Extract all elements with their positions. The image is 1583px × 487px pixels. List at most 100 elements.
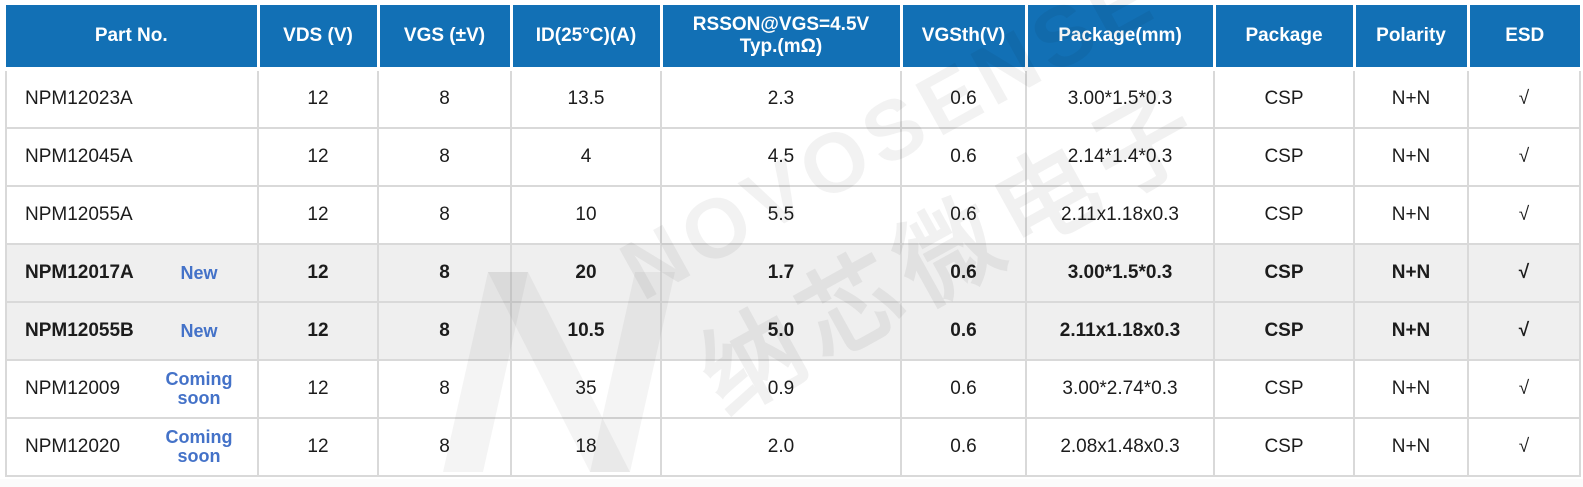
column-header-part_no: Part No. bbox=[6, 5, 260, 71]
part-cell-content: NPM12023A bbox=[7, 71, 257, 127]
table-row: NPM12045A 12 8 4 4.5 0.6 2.14*1.4*0.3 CSP N+N √ bbox=[5, 127, 1581, 187]
part-cell-content: NPM12045A bbox=[7, 129, 257, 185]
cell-package_mm: 2.11x1.18x0.3 bbox=[1025, 301, 1215, 361]
part-number: NPM12045A bbox=[25, 146, 133, 167]
cell-package_mm: 2.11x1.18x0.3 bbox=[1025, 185, 1215, 245]
header-row: Part No. VDS (V) VGS (±V) ID(25°C)(A) RSSON@… bbox=[6, 5, 1580, 71]
part-cell-content: NPM12020 Coming soon bbox=[7, 419, 257, 475]
esd-check-mark: √ bbox=[1467, 301, 1581, 361]
cell-id: 35 bbox=[510, 359, 662, 419]
part-number: NPM12017A bbox=[25, 262, 134, 283]
esd-check-mark: √ bbox=[1467, 417, 1581, 477]
cell-rsson: 0.9 bbox=[660, 359, 902, 419]
cell-polarity: N+N bbox=[1353, 185, 1469, 245]
new-badge: New bbox=[180, 320, 218, 341]
cell-vgs: 8 bbox=[377, 359, 512, 419]
cell-id: 10 bbox=[510, 185, 662, 245]
cell-id: 18 bbox=[510, 417, 662, 477]
cell-package: CSP bbox=[1213, 185, 1355, 245]
column-header-esd: ESD bbox=[1466, 5, 1580, 71]
cell-vgsth: 0.6 bbox=[900, 417, 1027, 477]
cell-id: 4 bbox=[510, 127, 662, 187]
cell-part_no: NPM12055B New bbox=[5, 301, 259, 361]
cell-vgs: 8 bbox=[377, 301, 512, 361]
cell-part_no: NPM12017A New bbox=[5, 243, 259, 303]
part-number: NPM12055B bbox=[25, 320, 134, 341]
cell-vgs: 8 bbox=[377, 185, 512, 245]
cell-polarity: N+N bbox=[1353, 417, 1469, 477]
cell-package: CSP bbox=[1213, 359, 1355, 419]
cell-vgs: 8 bbox=[377, 68, 512, 129]
cell-polarity: N+N bbox=[1353, 243, 1469, 303]
cell-rsson: 2.0 bbox=[660, 417, 902, 477]
cell-package: CSP bbox=[1213, 243, 1355, 303]
cell-part_no: NPM12020 Coming soon bbox=[5, 417, 259, 477]
cell-vds: 12 bbox=[257, 68, 379, 129]
column-header-id: ID(25°C)(A) bbox=[509, 5, 663, 71]
bottom-edge-strip bbox=[0, 479, 1583, 487]
column-header-vds: VDS (V) bbox=[256, 5, 380, 71]
esd-check-mark: √ bbox=[1467, 359, 1581, 419]
cell-package_mm: 2.08x1.48x0.3 bbox=[1025, 417, 1215, 477]
cell-vgs: 8 bbox=[377, 127, 512, 187]
table-row: NPM12017A New 12 8 20 1.7 0.6 3.00*1.5*0.3 CSP N+… bbox=[5, 243, 1581, 303]
cell-rsson: 5.0 bbox=[660, 301, 902, 361]
column-header-polarity: Polarity bbox=[1352, 5, 1470, 71]
part-cell-content: NPM12055A bbox=[7, 187, 257, 243]
cell-vds: 12 bbox=[257, 359, 379, 419]
part-cell-content: NPM12017A New bbox=[7, 245, 257, 301]
coming-soon-badge: Coming soon bbox=[165, 427, 233, 466]
table-row: NPM12055B New 12 8 10.5 5.0 0.6 2.11x1.18x0.3 CS… bbox=[5, 301, 1581, 361]
cell-vgsth: 0.6 bbox=[900, 127, 1027, 187]
part-cell-content: NPM12055B New bbox=[7, 303, 257, 359]
cell-part_no: NPM12023A bbox=[5, 68, 259, 129]
cell-vds: 12 bbox=[257, 417, 379, 477]
part-number: NPM12055A bbox=[25, 204, 133, 225]
cell-package_mm: 3.00*1.5*0.3 bbox=[1025, 68, 1215, 129]
cell-vds: 12 bbox=[257, 185, 379, 245]
new-badge: New bbox=[180, 262, 218, 283]
cell-package_mm: 2.14*1.4*0.3 bbox=[1025, 127, 1215, 187]
cell-package: CSP bbox=[1213, 68, 1355, 129]
table-row: NPM12055A 12 8 10 5.5 0.6 2.11x1.18x0.3 CSP N+N √ bbox=[5, 185, 1581, 245]
cell-vgsth: 0.6 bbox=[900, 68, 1027, 129]
column-header-package: Package bbox=[1212, 5, 1356, 71]
cell-rsson: 5.5 bbox=[660, 185, 902, 245]
cell-vgsth: 0.6 bbox=[900, 359, 1027, 419]
cell-package_mm: 3.00*1.5*0.3 bbox=[1025, 243, 1215, 303]
cell-part_no: NPM12045A bbox=[5, 127, 259, 187]
column-header-vgs: VGS (±V) bbox=[376, 5, 513, 71]
cell-id: 20 bbox=[510, 243, 662, 303]
cell-package: CSP bbox=[1213, 127, 1355, 187]
part-number: NPM12023A bbox=[25, 88, 133, 109]
cell-vgsth: 0.6 bbox=[900, 301, 1027, 361]
cell-id: 13.5 bbox=[510, 68, 662, 129]
mosfet-spec-table: Part No. VDS (V) VGS (±V) ID(25°C)(A) RSSON@… bbox=[5, 5, 1581, 477]
cell-rsson: 1.7 bbox=[660, 243, 902, 303]
table-row: NPM12009 Coming soon 12 8 35 0.9 0.6 3.00*2.74*… bbox=[5, 359, 1581, 419]
cell-package: CSP bbox=[1213, 301, 1355, 361]
column-header-rsson: RSSON@VGS=4.5V Typ.(mΩ) bbox=[659, 5, 903, 71]
cell-polarity: N+N bbox=[1353, 301, 1469, 361]
column-header-vgsth: VGSth(V) bbox=[899, 5, 1028, 71]
cell-package_mm: 3.00*2.74*0.3 bbox=[1025, 359, 1215, 419]
cell-rsson: 4.5 bbox=[660, 127, 902, 187]
cell-polarity: N+N bbox=[1353, 127, 1469, 187]
part-cell-content: NPM12009 Coming soon bbox=[7, 361, 257, 417]
part-number: NPM12009 bbox=[25, 378, 121, 399]
column-header-package_mm: Package(mm) bbox=[1024, 5, 1216, 71]
cell-vgs: 8 bbox=[377, 243, 512, 303]
cell-polarity: N+N bbox=[1353, 68, 1469, 129]
cell-rsson: 2.3 bbox=[660, 68, 902, 129]
cell-vgsth: 0.6 bbox=[900, 185, 1027, 245]
table-row: NPM12023A 12 8 13.5 2.3 0.6 3.00*1.5*0.3 CSP N+N… bbox=[5, 68, 1581, 129]
esd-check-mark: √ bbox=[1467, 185, 1581, 245]
esd-check-mark: √ bbox=[1467, 243, 1581, 303]
cell-id: 10.5 bbox=[510, 301, 662, 361]
table-row: NPM12020 Coming soon 12 8 18 2.0 0.6 2.08x1.48x… bbox=[5, 417, 1581, 477]
table-body: NPM12023A 12 8 13.5 2.3 0.6 3.00*1.5*0.3 CSP N+N… bbox=[5, 68, 1581, 477]
esd-check-mark: √ bbox=[1467, 127, 1581, 187]
cell-vds: 12 bbox=[257, 243, 379, 303]
cell-vds: 12 bbox=[257, 301, 379, 361]
